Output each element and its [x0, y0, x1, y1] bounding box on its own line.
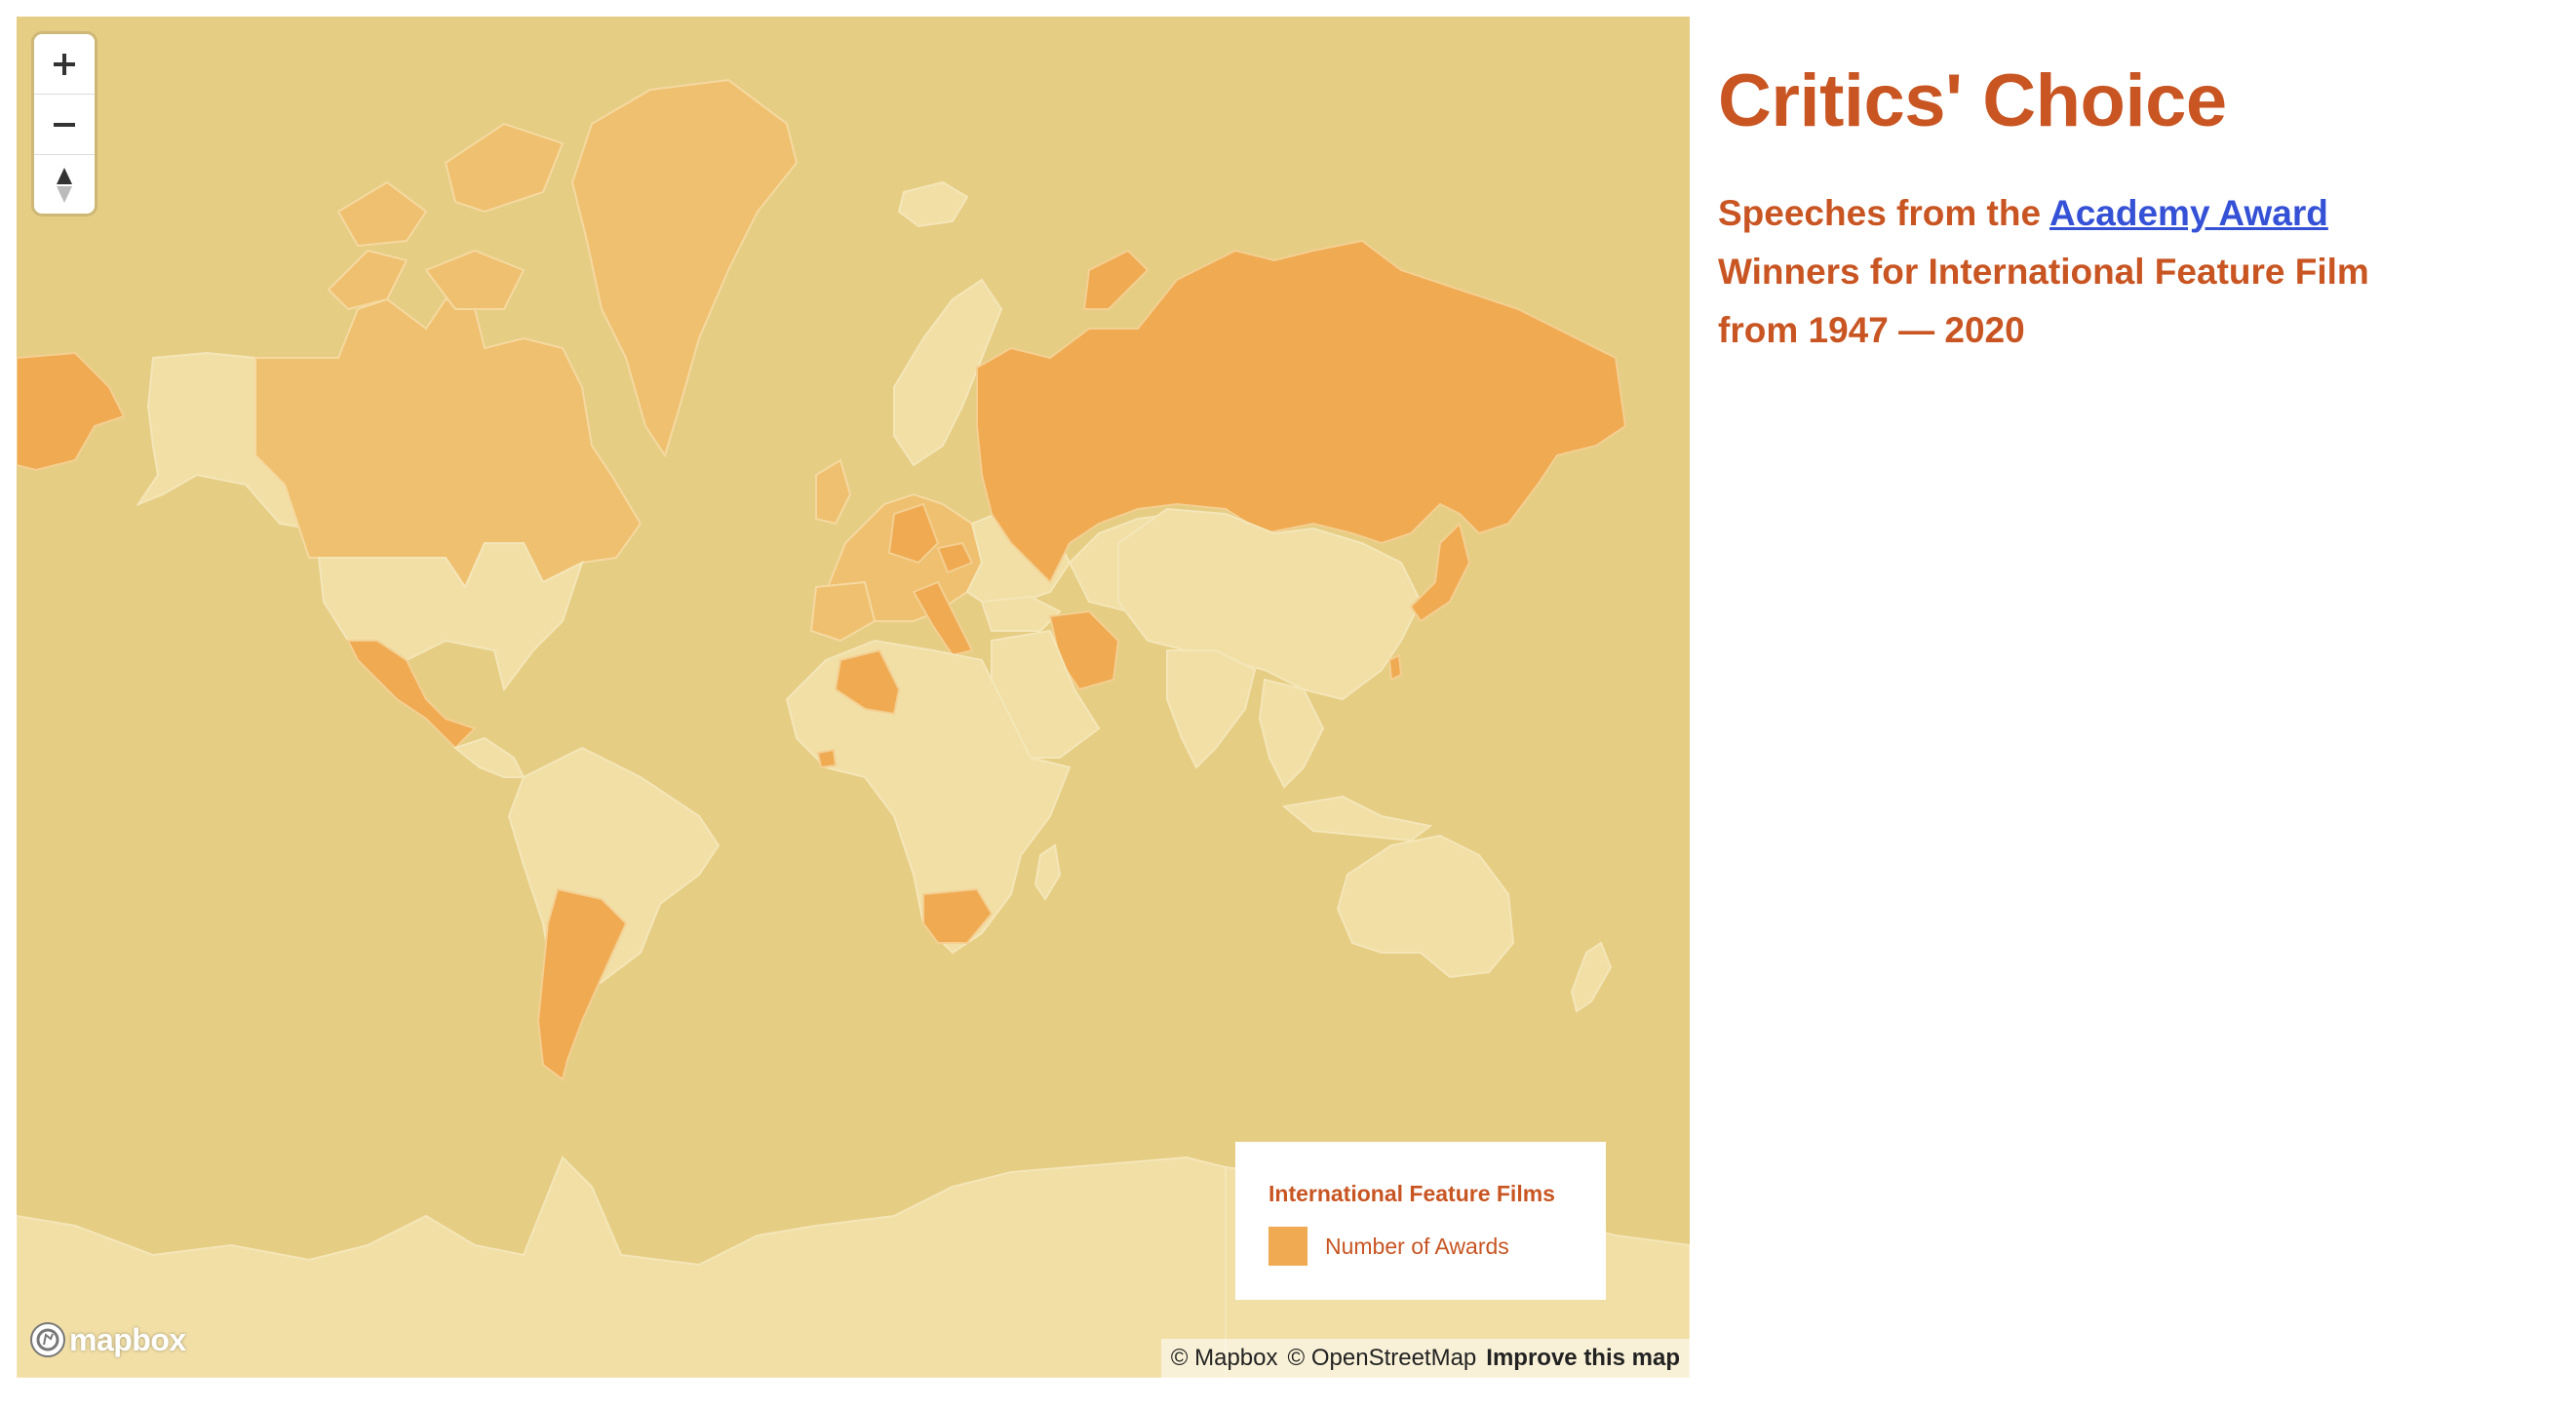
land-arctic-islands-3[interactable]: [444, 122, 565, 214]
land-novaya-zemlya[interactable]: [1082, 249, 1150, 310]
attribution-osm-link[interactable]: © OpenStreetMap: [1287, 1345, 1477, 1371]
land-uk[interactable]: [815, 458, 852, 526]
zoom-in-button[interactable]: [34, 34, 95, 95]
land-south-africa[interactable]: [922, 887, 994, 944]
zoom-out-button[interactable]: [34, 95, 95, 155]
subtitle-line-2: Winners for International Feature Film: [1718, 252, 2369, 292]
plus-icon: [54, 53, 75, 75]
land-arctic-islands-4[interactable]: [336, 180, 428, 248]
map-attribution: © Mapbox © OpenStreetMap Improve this ma…: [1160, 1339, 1690, 1378]
attribution-mapbox-link[interactable]: © Mapbox: [1170, 1345, 1278, 1371]
academy-award-link[interactable]: Academy Award: [2049, 193, 2328, 233]
land-germany[interactable]: [887, 502, 940, 565]
land-arctic-islands-2[interactable]: [424, 249, 526, 310]
land-turkey[interactable]: [980, 595, 1062, 632]
land-new-zealand[interactable]: [1570, 941, 1613, 1013]
land-madagascar[interactable]: [1034, 843, 1062, 901]
mapbox-logo-text: mapbox: [69, 1321, 186, 1357]
land-chukotka-west[interactable]: [17, 351, 126, 472]
land-spain[interactable]: [809, 580, 877, 643]
land-antarctica[interactable]: [17, 1155, 1237, 1378]
improve-map-link[interactable]: Improve this map: [1486, 1345, 1680, 1371]
minus-icon: [54, 122, 75, 127]
side-panel: Critics' Choice Speeches from the Academ…: [1718, 59, 2459, 360]
subtitle-prefix: Speeches from the: [1718, 193, 2042, 233]
legend-swatch: [1268, 1227, 1308, 1266]
subtitle-line-3: from 1947 — 2020: [1718, 310, 2025, 350]
land-argentina[interactable]: [536, 887, 628, 1081]
land-algeria[interactable]: [834, 648, 901, 716]
page-title: Critics' Choice: [1718, 59, 2227, 142]
compass-icon: [57, 167, 72, 203]
legend-item-label: Number of Awards: [1325, 1233, 1509, 1259]
compass-button[interactable]: [34, 155, 95, 214]
land-australia[interactable]: [1336, 834, 1515, 979]
map[interactable]: International Feature Films Number of Aw…: [17, 17, 1690, 1378]
land-india[interactable]: [1166, 649, 1257, 769]
land-greenland[interactable]: [570, 78, 799, 458]
map-legend: International Feature Films Number of Aw…: [1235, 1142, 1606, 1300]
land-iceland[interactable]: [897, 180, 969, 228]
land-arctic-islands[interactable]: [327, 249, 409, 311]
land-africa[interactable]: [785, 639, 1072, 955]
land-czech[interactable]: [936, 541, 974, 574]
land-indonesia[interactable]: [1281, 795, 1433, 842]
mapbox-logo-icon: [30, 1322, 65, 1357]
land-taiwan[interactable]: [1387, 653, 1403, 682]
legend-title: International Feature Films: [1268, 1181, 1555, 1206]
page-subtitle: Speeches from the Academy Award Winners …: [1718, 184, 2459, 360]
zoom-controls: [34, 34, 95, 214]
land-mexico[interactable]: [346, 640, 477, 750]
land-south-america[interactable]: [507, 746, 721, 1003]
land-ivory-coast[interactable]: [816, 748, 838, 769]
land-scandinavia[interactable]: [893, 278, 1003, 467]
land-se-asia[interactable]: [1258, 678, 1325, 789]
land-japan[interactable]: [1409, 522, 1471, 623]
legend-item: Number of Awards: [1268, 1227, 1573, 1266]
mapbox-logo[interactable]: mapbox: [28, 1317, 186, 1362]
world-map-canvas[interactable]: [17, 17, 1690, 1378]
land-central-america[interactable]: [452, 736, 526, 778]
land-italy[interactable]: [912, 580, 974, 657]
land-russia[interactable]: [976, 239, 1627, 584]
land-canada[interactable]: [254, 297, 643, 590]
